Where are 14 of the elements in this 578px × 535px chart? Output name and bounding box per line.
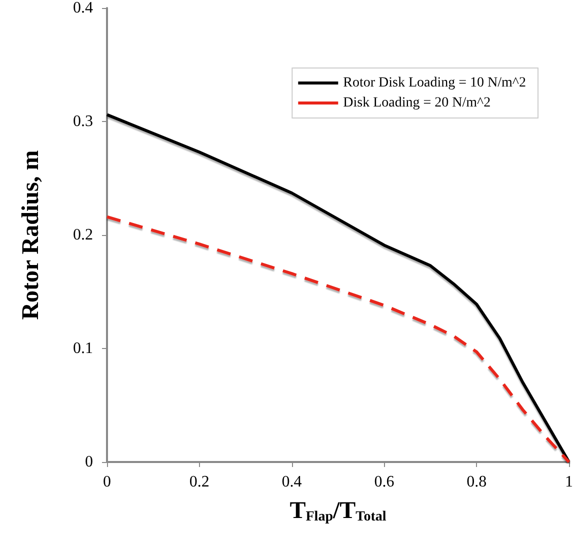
y-tick-label: 0 [85,454,93,470]
x-tick-label: 0 [103,474,111,490]
x-tick-label: 1 [565,474,573,490]
y-axis-title: Rotor Radius, m [18,150,44,320]
x-tick-label: 0.2 [189,474,210,490]
y-tick-label: 0.4 [73,0,93,16]
x-tick-label: 0.6 [374,474,394,490]
y-tick-label: 0.3 [73,113,93,130]
legend-label: Rotor Disk Loading = 10 N/m^2 [343,76,526,90]
x-tick-label: 0.8 [466,474,487,490]
y-tick-label: 0.1 [73,340,93,357]
x-tick-label: 0.4 [282,474,302,490]
legend-label: Disk Loading = 20 N/m^2 [343,96,491,110]
y-tick-label: 0.2 [73,226,93,244]
